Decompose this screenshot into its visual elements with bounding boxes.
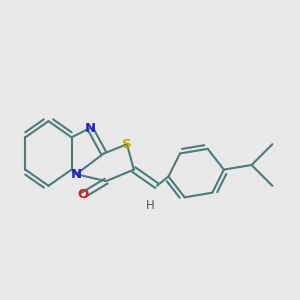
Text: S: S	[122, 138, 132, 151]
Text: H: H	[146, 199, 154, 212]
Text: N: N	[84, 122, 96, 135]
Text: N: N	[70, 168, 82, 181]
Text: O: O	[77, 188, 89, 202]
